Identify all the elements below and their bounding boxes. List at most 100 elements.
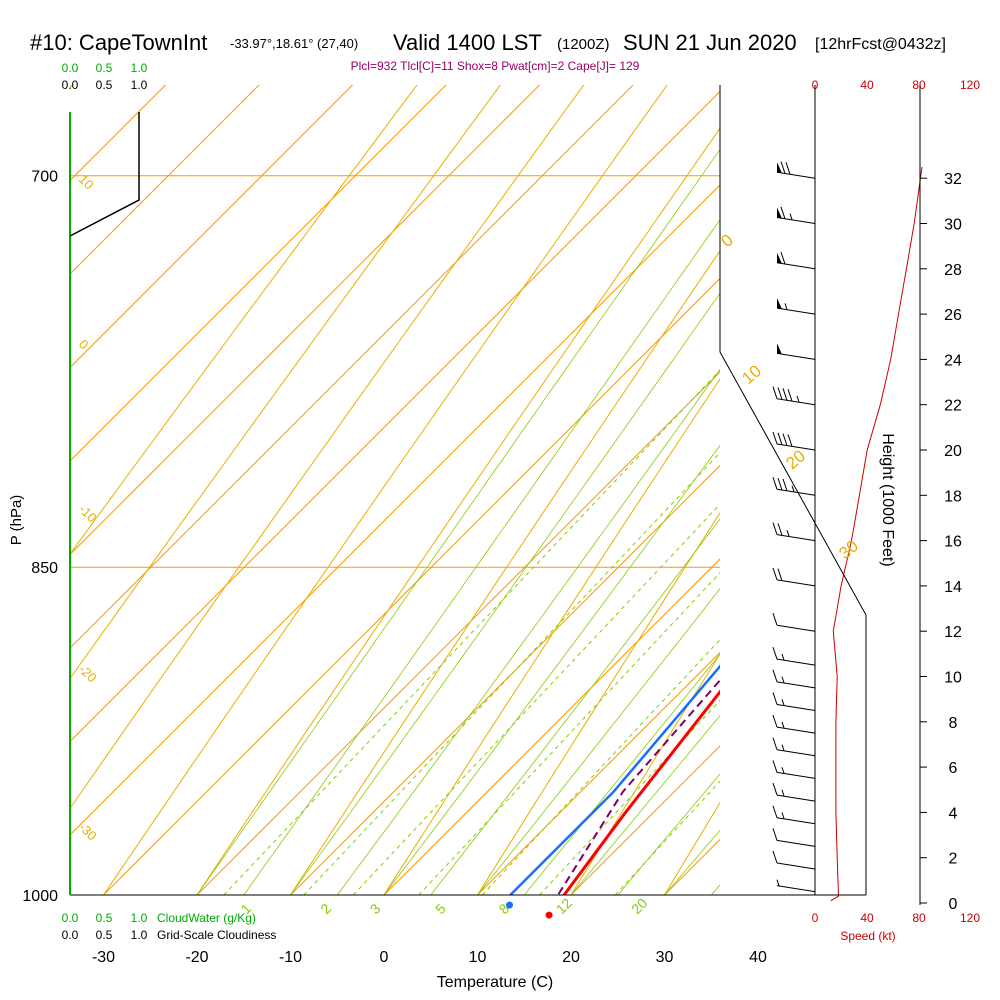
wind-barb-feather <box>772 669 778 682</box>
height-tick-label: 4 <box>949 805 958 822</box>
wind-barb-feather <box>772 567 778 581</box>
cloudwater-tick-bottom: 1.0 <box>131 911 148 925</box>
x-axis-label: Temperature (C) <box>437 974 553 991</box>
title-valid: Valid 1400 LST <box>393 30 542 55</box>
wind-barb-feather <box>780 251 786 265</box>
temperature-profile <box>562 689 720 895</box>
height-tick-label: 6 <box>949 760 958 777</box>
wind-barb <box>772 613 816 632</box>
height-tick-label: 18 <box>944 488 962 505</box>
height-axis-label: Height (1000 Feet) <box>879 433 896 566</box>
isotherm-line <box>70 85 634 649</box>
isotherm-line <box>70 90 720 743</box>
cloudiness-tick-top: 0.0 <box>62 78 79 92</box>
theta-label-right: 10 <box>738 361 765 388</box>
cloudiness-label: Grid-Scale Cloudiness <box>157 928 276 942</box>
height-tick-label: 24 <box>944 352 962 369</box>
wind-barb <box>776 161 816 179</box>
theta-label-left: -10 <box>76 502 100 526</box>
wind-barb-feather <box>780 161 786 174</box>
wind-barb <box>772 647 816 666</box>
parcel-info: Plcl=932 Tlcl[C]=11 Shox=8 Pwat[cm]=2 Ca… <box>351 59 640 73</box>
surface-temp-marker <box>545 911 553 919</box>
wind-barb-staff <box>776 579 816 587</box>
speed-tick-label-bottom: 0 <box>812 911 819 925</box>
cloudiness-profile <box>69 112 140 237</box>
wind-barb <box>772 760 816 779</box>
title-coords: -33.97°,18.61° (27,40) <box>230 36 358 51</box>
cloudwater-tick-bottom: 0.0 <box>62 911 79 925</box>
wind-barb-feather <box>772 805 778 818</box>
wind-barb <box>772 850 816 870</box>
wind-barb-staff <box>776 398 816 406</box>
moist-adiabat-line <box>477 588 720 895</box>
wind-barb-staff <box>776 771 816 779</box>
dry-adiabat-line <box>985 0 1000 993</box>
cloudiness-tick-top: 0.5 <box>96 78 113 92</box>
wind-barb-feather <box>777 523 783 536</box>
wind-barb-staff <box>776 217 816 224</box>
height-tick-label: 30 <box>944 217 962 234</box>
wind-barb-feather <box>772 477 778 490</box>
label-layer: 2503004005007008501000-30-20-10010203040… <box>22 61 980 966</box>
dry-adiabat-line <box>570 653 720 895</box>
wind-barb-feather <box>777 387 783 400</box>
temperature-tick-label: 0 <box>380 949 389 966</box>
mixing-ratio-label: 2 <box>317 900 334 917</box>
height-tick-label: 2 <box>949 851 958 868</box>
title-station: #10: CapeTownInt <box>30 30 207 55</box>
temperature-tick-label: -20 <box>185 949 208 966</box>
isotherm-line <box>852 0 1000 895</box>
wind-barb-half-feather <box>781 653 785 661</box>
height-tick-label: 10 <box>944 670 962 687</box>
dry-adiabat-line <box>383 378 720 895</box>
wind-barb-feather <box>777 568 783 581</box>
moist-adiabat-line <box>523 653 720 895</box>
wind-barb-half-feather <box>791 485 795 492</box>
wind-barb-staff <box>776 352 816 360</box>
wind-barb-half-feather <box>786 530 790 537</box>
cloudiness-tick-bottom: 0.0 <box>62 928 79 942</box>
isotherm-line <box>70 85 73 88</box>
wind-barb-feather <box>772 737 778 750</box>
height-tick-label: 0 <box>949 896 958 913</box>
cloudiness-tick-top: 1.0 <box>131 78 148 92</box>
wind-barb <box>772 522 816 542</box>
wind-barb-flag <box>777 162 782 174</box>
wind-barb <box>772 669 816 689</box>
moist-adiabat-line <box>383 444 720 895</box>
wind-barb-staff <box>776 703 816 711</box>
height-tick-label: 26 <box>944 307 962 324</box>
wind-barb-half-feather <box>781 789 785 797</box>
cloudiness-tick-bottom: 1.0 <box>131 928 148 942</box>
theta-label-right: 30 <box>835 536 862 563</box>
wind-barb-feather <box>777 477 783 491</box>
dry-adiabat-line <box>796 0 1000 993</box>
moist-adiabat-line <box>570 715 720 895</box>
height-tick-label: 20 <box>944 443 962 460</box>
wind-barb-flag <box>777 343 782 355</box>
mixing-ratio-label: 5 <box>432 900 449 917</box>
mixing-ratio-label: 12 <box>553 895 575 917</box>
wind-barb-half-feather <box>796 395 800 403</box>
wind-barb <box>772 714 816 734</box>
wind-barb-feather <box>787 434 793 447</box>
pressure-tick-label: 700 <box>31 169 58 186</box>
moist-adiabat-line <box>196 148 720 895</box>
isotherm-line <box>70 85 541 556</box>
wind-barb-staff <box>776 658 816 666</box>
moist-adiabat-line <box>290 292 720 895</box>
wind-barb-half-feather <box>781 767 785 774</box>
wind-barb-half-feather <box>781 744 785 751</box>
mixing-ratio-line <box>303 452 720 895</box>
surface-dew-marker <box>506 901 514 909</box>
wind-barb-half-feather <box>784 303 788 310</box>
mixing-ratio-line <box>352 503 720 895</box>
wind-barb-feather <box>772 431 778 445</box>
wind-barb <box>772 737 816 757</box>
wind-barb-feather <box>772 613 778 626</box>
wind-barb-staff <box>776 726 816 734</box>
